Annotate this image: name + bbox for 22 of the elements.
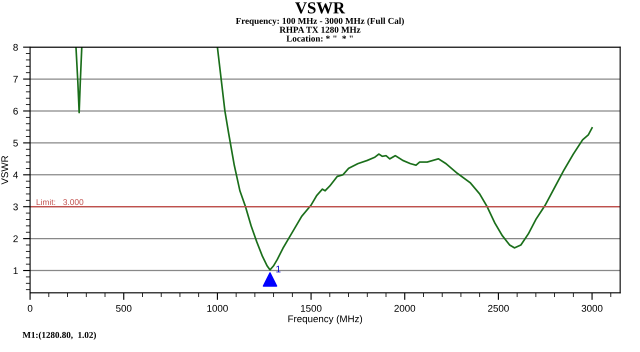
x-tick-label: 2000: [394, 304, 416, 312]
y-tick-label: 5: [13, 140, 18, 147]
y-tick-label: 7: [13, 76, 18, 83]
x-axis-title: Frequency (MHz): [288, 315, 362, 324]
y-tick-label: 1: [14, 267, 18, 274]
x-tick-label: 1000: [207, 304, 228, 312]
x-tick-label: 500: [116, 304, 132, 312]
chart-subtitle: Frequency: 100 MHz - 3000 MHz (Full Cal) RHPA TX 1280 MHz Location: * " * ": [236, 18, 404, 42]
y-tick-label: 8: [13, 44, 18, 51]
text: M1:(1280.80, 1.02): [22, 332, 96, 340]
y-tick-label: 6: [13, 108, 18, 115]
x-tick-label: 0: [28, 304, 32, 312]
x-tick-label: 1500: [301, 304, 322, 312]
annotation: 1: [276, 266, 280, 272]
y-tick-label: 4: [13, 172, 18, 178]
x-tick-label: 2500: [488, 304, 509, 312]
ref-line-label: Limit: 3.000: [36, 198, 84, 206]
y-tick-label: 2: [13, 235, 18, 242]
x-tick-label: 3000: [582, 304, 602, 312]
y-axis-title: VSWR: [1, 156, 8, 185]
chart-title: VSWR: [295, 2, 346, 14]
y-tick-label: 3: [13, 203, 18, 210]
